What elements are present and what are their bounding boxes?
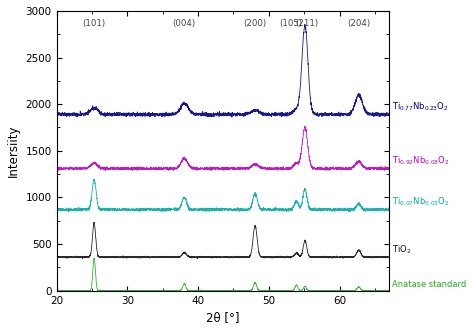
Text: Ti$_{0.77}$Nb$_{0.23}$O$_2$: Ti$_{0.77}$Nb$_{0.23}$O$_2$: [392, 101, 449, 113]
Text: (211): (211): [295, 19, 319, 28]
X-axis label: 2θ [°]: 2θ [°]: [206, 311, 240, 324]
Text: Ti$_{0.07}$Nb$_{0.03}$O$_2$: Ti$_{0.07}$Nb$_{0.03}$O$_2$: [392, 196, 450, 208]
Text: (101): (101): [82, 19, 106, 28]
Text: Anatase standard: Anatase standard: [392, 280, 467, 289]
Text: (200): (200): [243, 19, 266, 28]
Text: Ti$_{0.92}$Nb$_{0.08}$O$_2$: Ti$_{0.92}$Nb$_{0.08}$O$_2$: [392, 155, 450, 167]
Text: (204): (204): [347, 19, 370, 28]
Y-axis label: Intersiity: Intersiity: [7, 124, 20, 177]
Text: TiO$_2$: TiO$_2$: [392, 243, 412, 256]
Text: (004): (004): [173, 19, 195, 28]
Text: (105): (105): [279, 19, 302, 28]
